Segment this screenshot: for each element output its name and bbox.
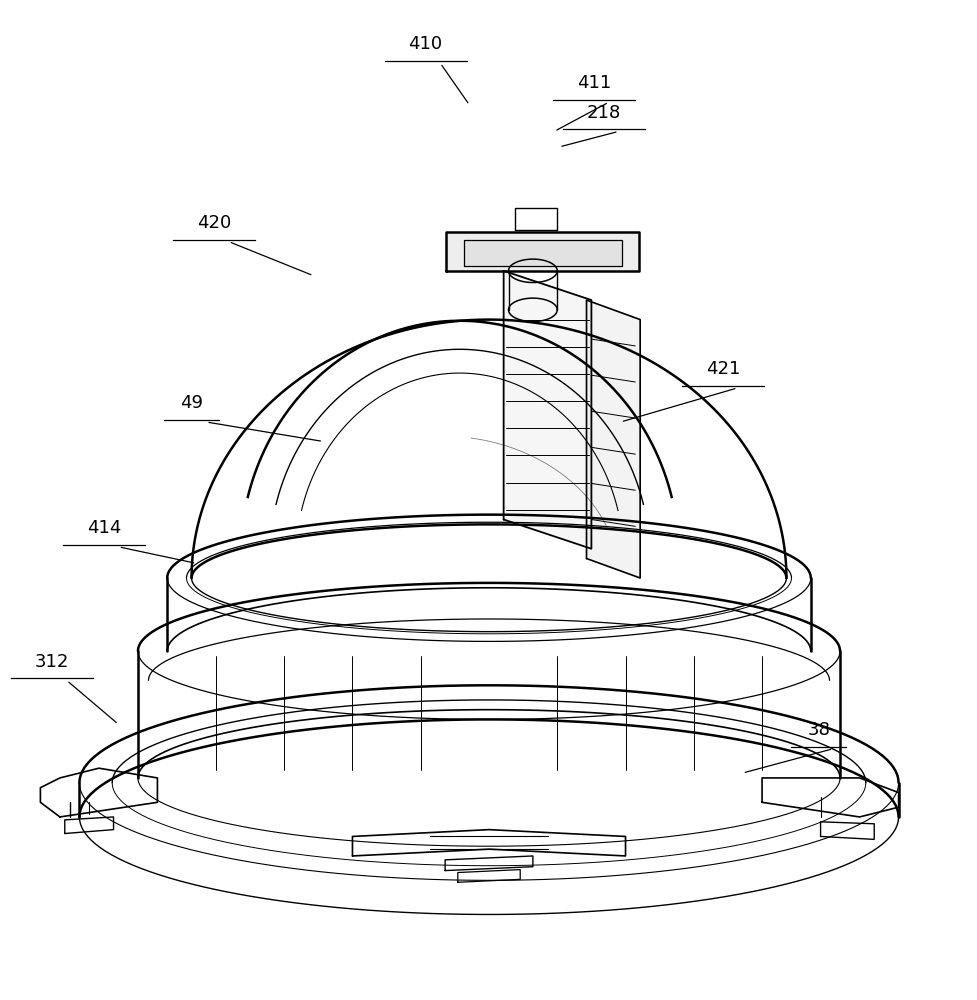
Text: 411: 411 (576, 74, 611, 92)
Polygon shape (463, 240, 621, 266)
Polygon shape (503, 271, 591, 549)
Text: 49: 49 (180, 394, 203, 412)
Text: 218: 218 (586, 104, 620, 122)
Text: 420: 420 (196, 214, 231, 232)
Text: 38: 38 (806, 721, 829, 739)
Polygon shape (586, 300, 640, 578)
Text: 421: 421 (705, 360, 740, 378)
Text: 312: 312 (35, 653, 69, 671)
Text: 414: 414 (87, 519, 121, 537)
Text: 410: 410 (408, 35, 443, 53)
Polygon shape (446, 232, 639, 271)
